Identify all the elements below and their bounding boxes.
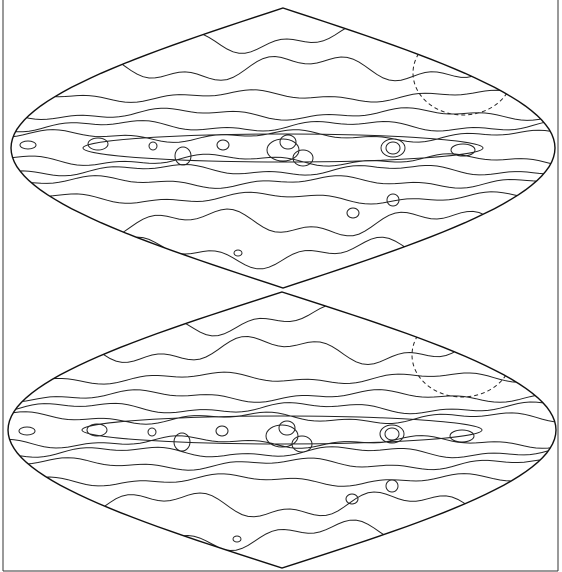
contour-loop: [173, 432, 191, 452]
contour-loop: [82, 133, 484, 163]
contour-line: [8, 371, 555, 385]
contour-loop: [81, 415, 483, 445]
contour-loop: [174, 146, 192, 166]
contour-line: [11, 191, 552, 205]
contour-line: [8, 411, 555, 425]
contour-loop: [292, 149, 314, 167]
contour-loop: [346, 207, 360, 219]
contour-line: [8, 389, 554, 403]
contour-line: [11, 120, 552, 133]
contour-line: [8, 473, 555, 487]
contour-line: [11, 89, 551, 103]
contour-loop: [449, 429, 475, 443]
contours: [11, 21, 552, 270]
contour-loop: [215, 425, 229, 437]
contour-line: [8, 446, 555, 459]
contour-loop: [385, 141, 401, 155]
contour-line: [8, 401, 555, 415]
contour-loop: [233, 249, 243, 257]
contour-loop: [265, 424, 299, 448]
sky-map-top: [10, 7, 556, 289]
contour-line: [11, 129, 552, 143]
contour-line: [8, 435, 555, 449]
contour-loop: [86, 423, 108, 437]
contour-line: [11, 107, 552, 121]
map-boundary: [10, 7, 556, 289]
contour-loop: [380, 138, 406, 158]
contour-loop: [379, 424, 405, 444]
contour-loop: [385, 479, 399, 493]
contour-loop: [147, 427, 157, 437]
contour-loop: [450, 143, 476, 157]
contour-loop: [345, 493, 359, 505]
contour-loop: [291, 435, 313, 453]
contour-loop: [278, 420, 296, 436]
contour-loop: [384, 427, 400, 441]
contour-line: [11, 163, 552, 177]
contour-line: [8, 457, 555, 471]
contour-loop: [19, 140, 37, 150]
contour-loop: [279, 134, 297, 150]
map-boundary: [7, 291, 557, 569]
contour-loop: [18, 426, 36, 436]
contour-loop: [232, 535, 242, 543]
contour-loop: [216, 139, 230, 151]
contour-loop: [87, 137, 109, 151]
contour-loop: [386, 193, 400, 207]
contour-loop: [148, 141, 158, 151]
contour-loop: [266, 138, 300, 162]
contour-line: [11, 175, 552, 189]
